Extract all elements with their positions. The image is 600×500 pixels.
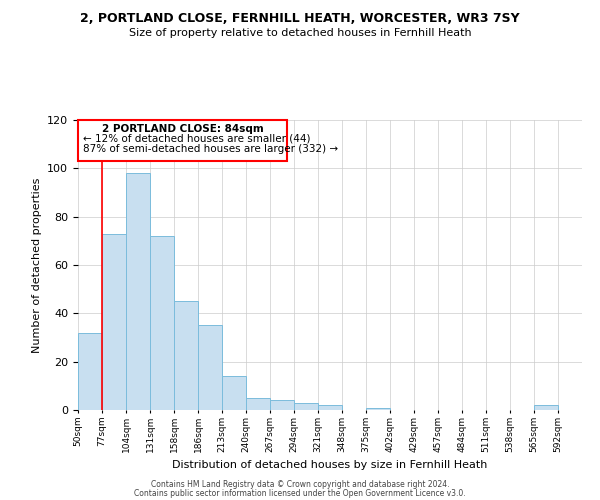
Bar	[366, 408, 390, 410]
FancyBboxPatch shape	[78, 120, 287, 161]
Bar	[318, 405, 342, 410]
Text: Size of property relative to detached houses in Fernhill Heath: Size of property relative to detached ho…	[128, 28, 472, 38]
Text: Contains HM Land Registry data © Crown copyright and database right 2024.: Contains HM Land Registry data © Crown c…	[151, 480, 449, 489]
Text: Contains public sector information licensed under the Open Government Licence v3: Contains public sector information licen…	[134, 489, 466, 498]
Bar	[222, 376, 246, 410]
Bar	[270, 400, 294, 410]
Y-axis label: Number of detached properties: Number of detached properties	[32, 178, 41, 352]
Bar	[294, 403, 318, 410]
Bar	[78, 332, 102, 410]
Text: 2, PORTLAND CLOSE, FERNHILL HEATH, WORCESTER, WR3 7SY: 2, PORTLAND CLOSE, FERNHILL HEATH, WORCE…	[80, 12, 520, 26]
Bar	[198, 326, 222, 410]
Text: 2 PORTLAND CLOSE: 84sqm: 2 PORTLAND CLOSE: 84sqm	[101, 124, 263, 134]
Bar	[150, 236, 174, 410]
Bar	[246, 398, 270, 410]
Bar	[126, 173, 150, 410]
Text: ← 12% of detached houses are smaller (44): ← 12% of detached houses are smaller (44…	[83, 134, 310, 143]
Bar	[534, 405, 558, 410]
Bar	[102, 234, 126, 410]
X-axis label: Distribution of detached houses by size in Fernhill Heath: Distribution of detached houses by size …	[172, 460, 488, 470]
Text: 87% of semi-detached houses are larger (332) →: 87% of semi-detached houses are larger (…	[83, 144, 338, 154]
Bar	[174, 301, 198, 410]
